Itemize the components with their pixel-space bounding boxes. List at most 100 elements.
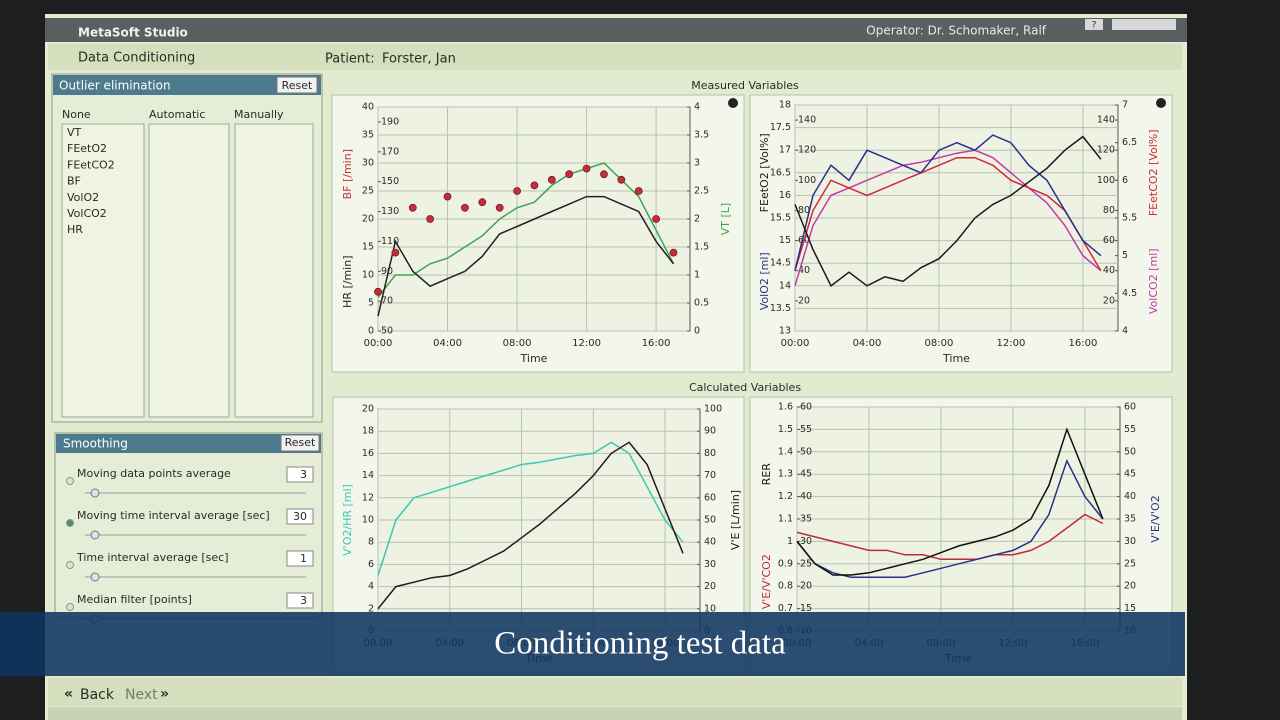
y-tick-label: 0	[368, 326, 374, 337]
y-tick-label: 55	[800, 424, 812, 435]
y-tick-label: 100	[1097, 175, 1115, 186]
x-tick-label: 04:00	[853, 338, 882, 349]
y-tick-label: 16.5	[770, 167, 791, 178]
series-line	[796, 513, 1104, 561]
y-tick-label: 20	[1124, 581, 1136, 592]
y-tick-label: 15	[362, 242, 374, 253]
y-tick-label: 140	[1097, 115, 1115, 126]
data-point	[617, 175, 626, 184]
y-tick-label: 80	[704, 448, 716, 459]
column-header: None	[62, 108, 91, 121]
outlier-header	[53, 75, 321, 95]
radio[interactable]	[66, 519, 74, 527]
variable-item[interactable]: VolO2	[67, 191, 99, 204]
option-value: 30	[293, 510, 307, 523]
y-tick-label: 15.5	[770, 213, 791, 224]
y-tick-label: 16	[362, 448, 374, 459]
slider-thumb[interactable]	[90, 530, 100, 540]
outlier-title: Outlier elimination	[59, 79, 171, 93]
option-value: 3	[300, 594, 307, 607]
outlier-reset-label: Reset	[282, 79, 313, 92]
list-manually[interactable]	[234, 123, 314, 418]
slider-thumb[interactable]	[90, 488, 100, 498]
variable-item[interactable]: VT	[67, 126, 82, 139]
y-tick-label: 50	[1124, 446, 1136, 457]
data-point	[634, 187, 643, 195]
variable-item[interactable]: HR	[67, 223, 83, 236]
y-tick-label: 60	[704, 492, 716, 503]
y-tick-label: 5	[368, 298, 374, 309]
y-tick-label: 14	[779, 280, 791, 291]
y-tick-label: 170	[381, 146, 399, 157]
y-tick-label: 4	[694, 102, 700, 113]
y-tick-label: 2	[368, 603, 374, 614]
help-label: ?	[1092, 21, 1097, 31]
y-tick-label: 2	[694, 214, 700, 225]
y-tick-label: 10	[704, 603, 716, 614]
x-tick-label: 12:00	[572, 338, 601, 349]
back-button[interactable]: Back	[80, 687, 115, 703]
y-tick-label: 50	[800, 446, 812, 457]
title-bar	[45, 18, 1187, 42]
y-tick-label: 50	[381, 326, 393, 337]
y-tick-label: 0.8	[778, 581, 793, 592]
value-box[interactable]	[286, 508, 314, 525]
y-tick-label: 30	[362, 158, 374, 169]
y-tick-label: 10	[362, 515, 374, 526]
next-button[interactable]: Next	[125, 687, 158, 703]
data-point	[582, 164, 591, 173]
section-title: Data Conditioning	[78, 51, 195, 66]
y-axis-label: VolCO2 [ml]	[1147, 248, 1160, 314]
value-box[interactable]	[286, 466, 314, 483]
y-tick-label: 1.3	[778, 469, 793, 480]
data-point	[547, 175, 556, 184]
radio[interactable]	[66, 603, 74, 611]
variable-item[interactable]: FEetO2	[67, 142, 107, 155]
x-tick-label: 08:00	[925, 338, 954, 349]
value-box[interactable]	[286, 592, 314, 609]
y-tick-label: 25	[1124, 558, 1136, 569]
y-tick-label: 40	[1103, 265, 1115, 276]
variable-item[interactable]: BF	[67, 175, 81, 188]
y-tick-label: 60	[1103, 235, 1115, 246]
radio[interactable]	[66, 561, 74, 569]
smoothing-reset[interactable]	[280, 434, 320, 452]
y-tick-label: 35	[1124, 514, 1136, 525]
y-tick-label: 1.5	[694, 242, 709, 253]
window-controls[interactable]	[1112, 19, 1176, 30]
y-tick-label: 6	[1122, 175, 1128, 186]
y-tick-label: 45	[800, 469, 812, 480]
data-point	[391, 248, 400, 257]
y-tick-label: 5.5	[1122, 213, 1137, 224]
nav-bar	[48, 678, 1182, 706]
operator: Operator: Dr. Schomaker, Ralf	[866, 24, 1046, 38]
list-none[interactable]	[61, 123, 145, 418]
option-label: Moving time interval average [sec]	[77, 509, 270, 522]
y-tick-label: 7	[1122, 100, 1128, 111]
y-tick-label: 14	[362, 470, 374, 481]
variable-item[interactable]: VolCO2	[67, 207, 107, 220]
y-tick-label: 15	[779, 235, 791, 246]
variable-item[interactable]: FEetCO2	[67, 158, 115, 171]
y-tick-label: 1.4	[778, 446, 793, 457]
data-point	[374, 287, 382, 296]
caption-banner	[0, 612, 1185, 676]
y-tick-label: 4.5	[1122, 288, 1137, 299]
y-tick-label: 4	[368, 581, 374, 592]
series-line	[377, 441, 684, 576]
slider-thumb[interactable]	[90, 572, 100, 582]
y-tick-label: 45	[1124, 469, 1136, 480]
y-axis-label: VolO2 [ml]	[758, 252, 771, 310]
value-box[interactable]	[286, 550, 314, 567]
help-button[interactable]	[1085, 19, 1103, 30]
y-tick-label: 40	[704, 537, 716, 548]
data-point	[426, 215, 435, 223]
outlier-reset[interactable]	[276, 76, 318, 94]
y-tick-label: 8	[368, 537, 374, 548]
list-automatic[interactable]	[148, 123, 230, 418]
collapse-icon[interactable]	[1156, 98, 1166, 108]
radio[interactable]	[66, 477, 74, 485]
y-tick-label: 15	[800, 603, 812, 614]
y-axis-label: FEetCO2 [Vol%]	[1147, 129, 1160, 216]
collapse-icon[interactable]	[728, 98, 738, 108]
